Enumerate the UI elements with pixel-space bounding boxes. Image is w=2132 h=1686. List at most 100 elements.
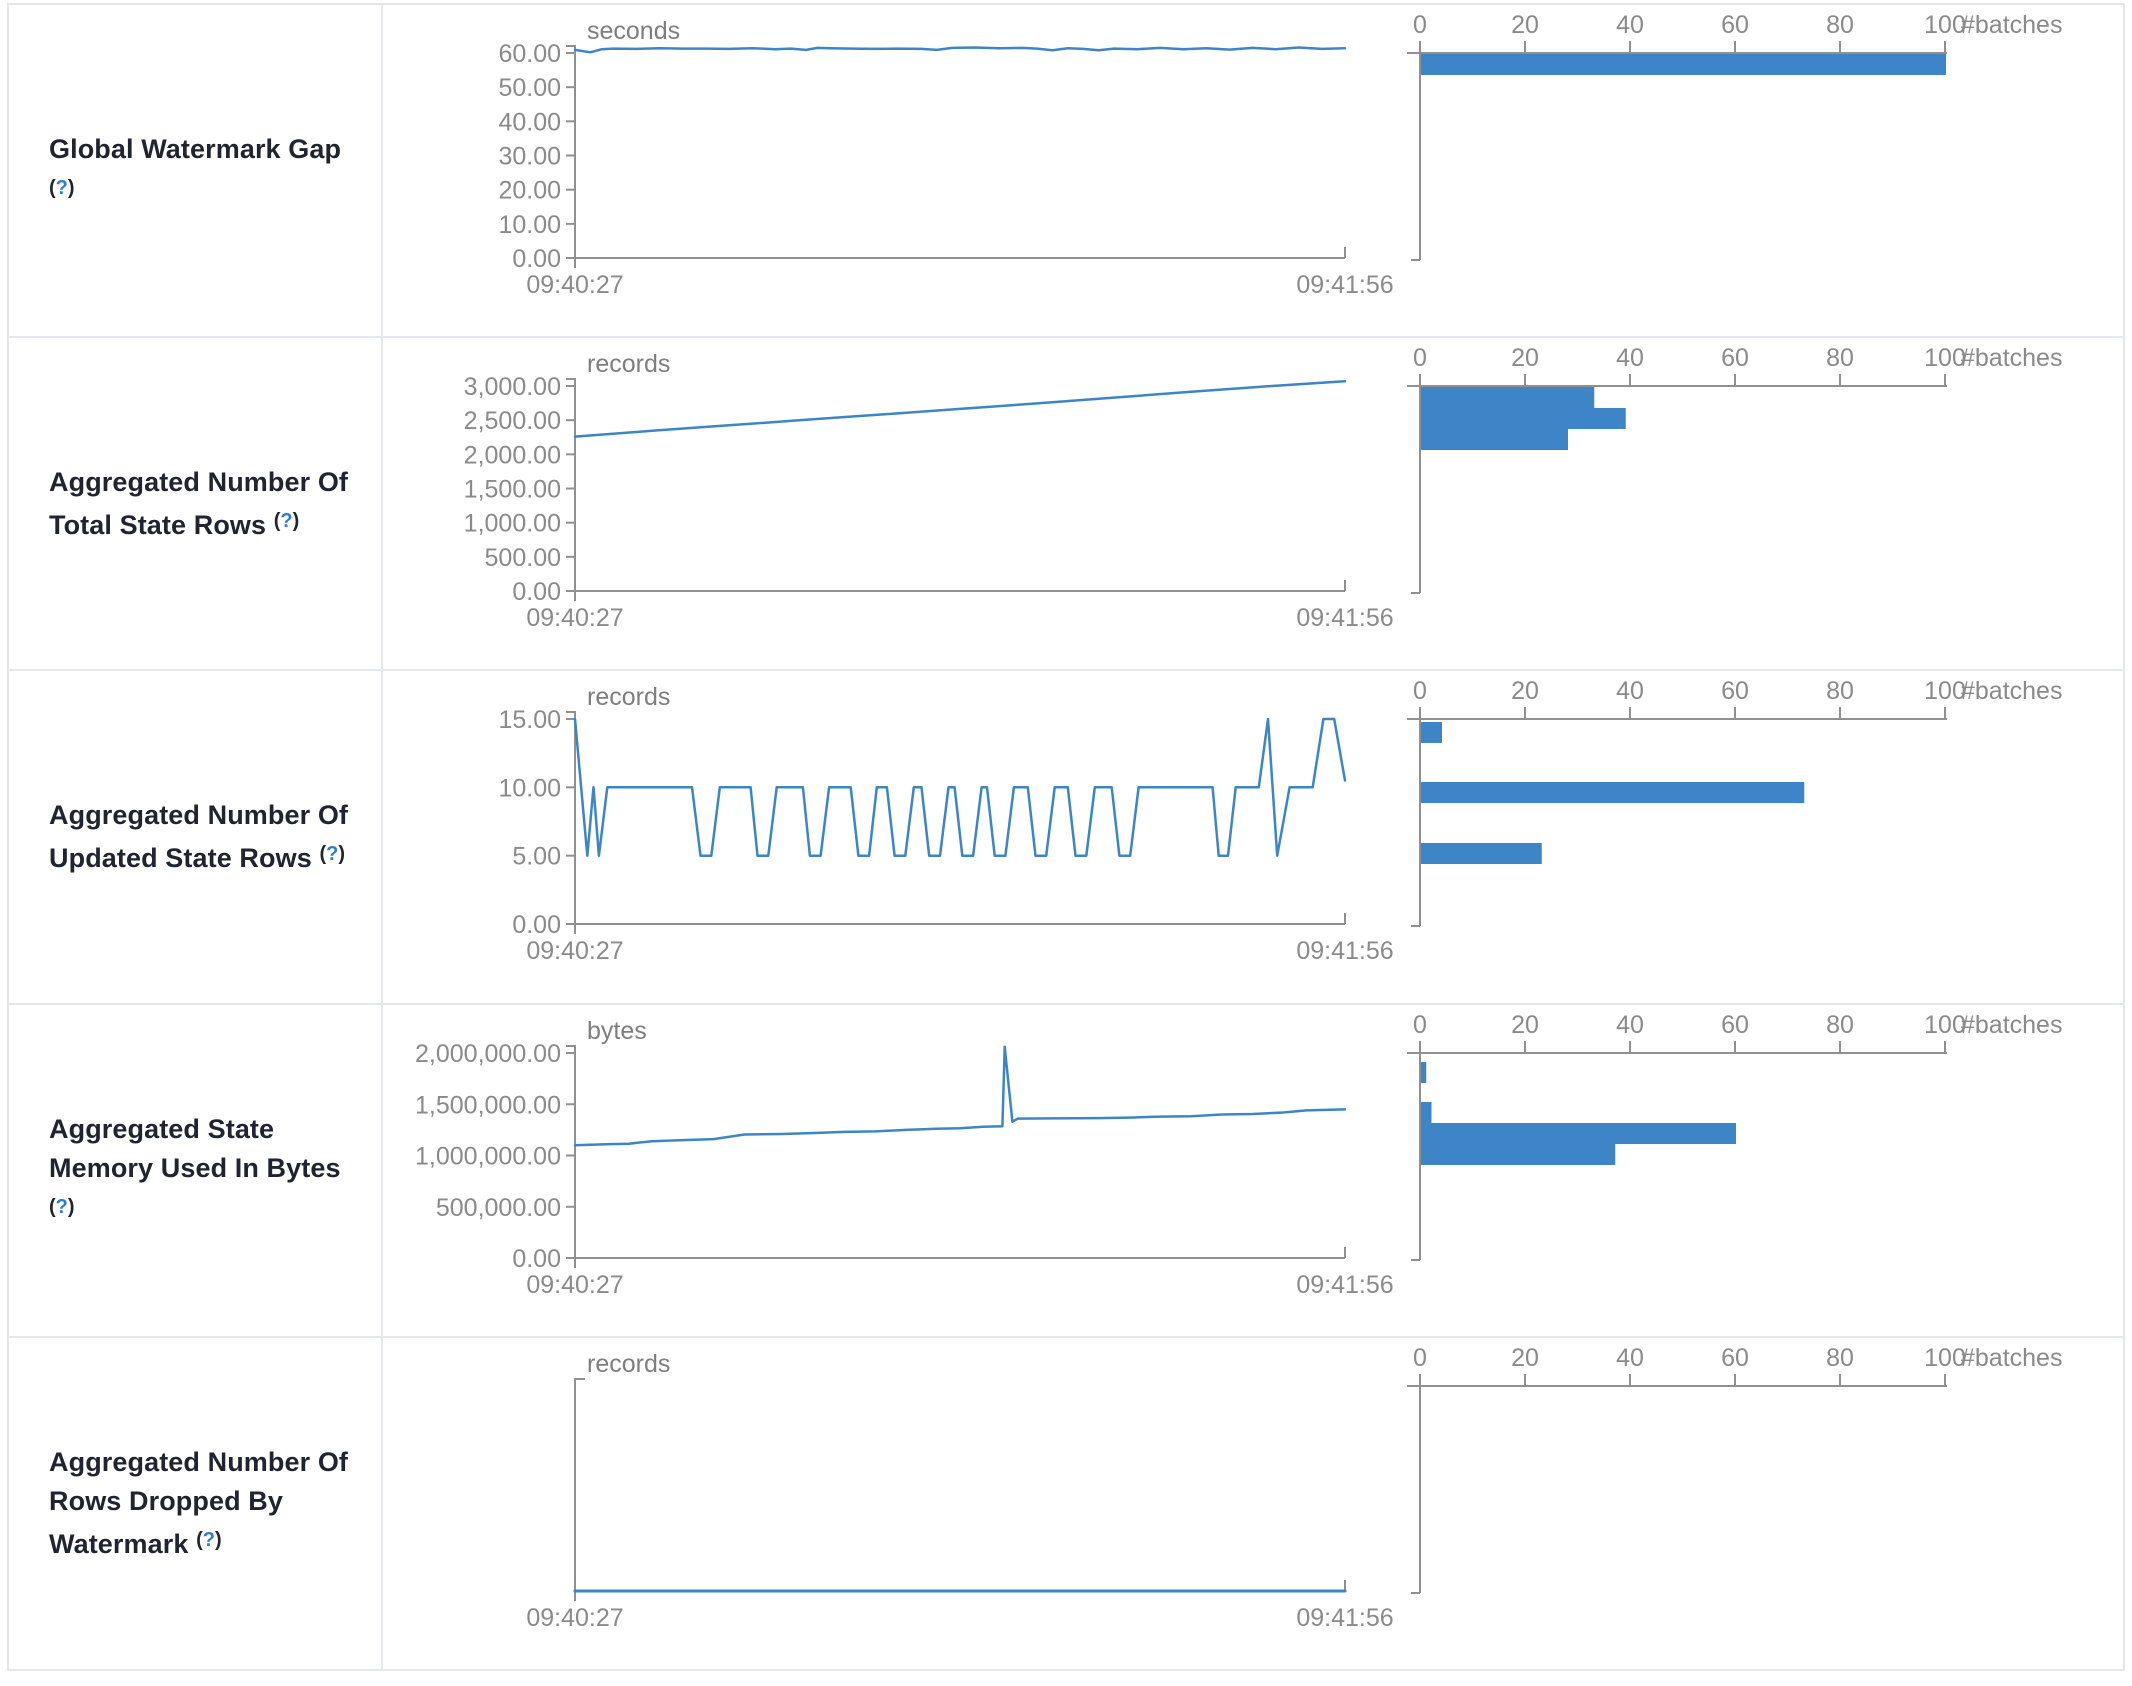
- metric-label-text: Global Watermark Gap: [49, 133, 342, 164]
- hist-tick-label: 100: [1924, 344, 1966, 372]
- y-tick-label: 0.00: [512, 911, 561, 939]
- histogram-bar[interactable]: [1421, 429, 1568, 451]
- metric-row: Aggregated Number Of Rows Dropped By Wat…: [9, 1337, 2123, 1670]
- unit-label: records: [587, 683, 670, 711]
- y-tick-label: 1,500,000.00: [415, 1091, 561, 1119]
- help-question-icon[interactable]: ?: [280, 509, 293, 532]
- y-tick-label: 0.00: [512, 578, 561, 606]
- help-link[interactable]: (?): [196, 1528, 222, 1551]
- hist-tick-label: 20: [1511, 1344, 1539, 1372]
- unit-label: seconds: [587, 17, 680, 45]
- metric-charts[interactable]: seconds 0.00 10.00 20.00 30.00 40.00 50.00 60.0…: [383, 5, 2123, 338]
- metric-charts[interactable]: records 09:40:27 09:41:56 0 20 40 60 80 100#batc…: [383, 1338, 2123, 1671]
- metric-label-text: Aggregated State Memory Used In Bytes: [49, 1113, 341, 1183]
- help-question-icon[interactable]: ?: [55, 176, 68, 199]
- metric-label-cell: Aggregated Number Of Updated State Rows …: [9, 671, 383, 1003]
- metric-label-text: Aggregated Number Of Updated State Rows: [49, 800, 349, 873]
- metric-label-cell: Global Watermark Gap (?): [9, 5, 383, 337]
- hist-tick-label: 80: [1826, 1011, 1854, 1039]
- metric-charts[interactable]: records 0.00 5.00 10.00 15.00 09:40:27 09:41:5…: [383, 671, 2123, 1004]
- histogram-bar[interactable]: [1421, 1122, 1736, 1144]
- help-question-icon[interactable]: ?: [326, 843, 339, 865]
- metric-label-text: Aggregated Number Of Total State Rows: [49, 466, 349, 540]
- hist-tick-label: 100: [1924, 11, 1966, 39]
- hist-tick-label: 60: [1721, 344, 1749, 372]
- y-tick-label: 1,000,000.00: [415, 1142, 561, 1170]
- metric-label-cell: Aggregated Number Of Total State Rows (?…: [9, 338, 383, 670]
- hist-batches-label: #batches: [1961, 11, 2062, 39]
- hist-tick-label: 20: [1511, 1011, 1539, 1039]
- hist-batches-label: #batches: [1961, 677, 2062, 705]
- hist-tick-label: 60: [1721, 1344, 1749, 1372]
- metric-charts-cell: records 0.00 5.00 10.00 15.00 09:40:27 09:41:5…: [383, 671, 2123, 1002]
- help-link[interactable]: (?): [49, 1195, 75, 1218]
- histogram-bar[interactable]: [1421, 1101, 1432, 1123]
- histogram-bar[interactable]: [1421, 843, 1542, 865]
- histogram-bar[interactable]: [1421, 1061, 1427, 1083]
- y-tick-label: 50.00: [498, 74, 561, 102]
- metrics-table: Global Watermark Gap (?) seconds 0.00 10.0…: [7, 3, 2125, 1671]
- metric-charts-cell: bytes 0.00 500,000.00 1,000,000.00 1,500,000…: [383, 1005, 2123, 1336]
- hist-tick-label: 80: [1826, 1344, 1854, 1372]
- y-tick-label: 60.00: [498, 40, 561, 68]
- hist-tick-label: 60: [1721, 1011, 1749, 1039]
- hist-batches-label: #batches: [1961, 1344, 2062, 1372]
- hist-tick-label: 100: [1924, 677, 1966, 705]
- y-tick-label: 40.00: [498, 108, 561, 136]
- metric-row: Global Watermark Gap (?) seconds 0.00 10.0…: [9, 5, 2123, 339]
- x-end-time-label: 09:41:56: [1296, 1604, 1393, 1632]
- y-tick-label: 500.00: [485, 544, 561, 572]
- metric-charts-cell: records 0.00 500.00 1,000.00 1,500.00 2,000.0…: [383, 338, 2123, 669]
- hist-tick-label: 40: [1616, 11, 1644, 39]
- y-tick-label: 1,500.00: [464, 476, 561, 504]
- y-tick-label: 500,000.00: [436, 1193, 561, 1221]
- x-end-time-label: 09:41:56: [1296, 937, 1393, 965]
- metric-label: Aggregated Number Of Total State Rows (?…: [49, 463, 348, 545]
- timeline-series[interactable]: [573, 46, 1347, 54]
- metric-charts-cell: records 09:40:27 09:41:56 0 20 40 60 80 100 #batc…: [383, 1338, 2123, 1669]
- metric-row: Aggregated Number Of Total State Rows (?…: [9, 338, 2123, 672]
- histogram-bar[interactable]: [1421, 387, 1595, 409]
- metric-label: Global Watermark Gap (?): [49, 130, 341, 212]
- metric-label: Aggregated State Memory Used In Bytes (?…: [49, 1110, 341, 1231]
- hist-tick-label: 40: [1616, 1011, 1644, 1039]
- metric-charts[interactable]: bytes 0.00 500,000.00 1,000,000.00 1,500,000…: [383, 1005, 2123, 1338]
- x-end-time-label: 09:41:56: [1296, 604, 1393, 632]
- histogram-bar[interactable]: [1421, 54, 1946, 75]
- unit-label: records: [587, 1350, 670, 1378]
- hist-batches-label: #batches: [1961, 1011, 2062, 1039]
- metric-row: Aggregated Number Of Updated State Rows …: [9, 671, 2123, 1005]
- help-question-icon[interactable]: ?: [55, 1195, 68, 1218]
- hist-tick-label: 60: [1721, 677, 1749, 705]
- x-end-time-label: 09:41:56: [1296, 271, 1393, 299]
- timeline-series[interactable]: [573, 380, 1347, 439]
- y-tick-label: 30.00: [498, 143, 561, 171]
- metric-label-text: Aggregated Number Of Rows Dropped By Wat…: [49, 1446, 349, 1559]
- hist-tick-label: 80: [1826, 344, 1854, 372]
- histogram-bar[interactable]: [1421, 408, 1626, 430]
- metric-charts[interactable]: records 0.00 500.00 1,000.00 1,500.00 2,000.0…: [383, 338, 2123, 671]
- metric-label: Aggregated Number Of Updated State Rows …: [49, 796, 348, 878]
- metric-row: Aggregated State Memory Used In Bytes (?…: [9, 1004, 2123, 1338]
- hist-tick-label: 20: [1511, 344, 1539, 372]
- y-tick-label: 5.00: [512, 843, 561, 871]
- hist-tick-label: 0: [1413, 1344, 1427, 1372]
- histogram-bar[interactable]: [1421, 722, 1442, 744]
- unit-label: records: [587, 350, 670, 378]
- metric-label: Aggregated Number Of Rows Dropped By Wat…: [49, 1443, 348, 1564]
- hist-tick-label: 40: [1616, 1344, 1644, 1372]
- help-question-icon[interactable]: ?: [202, 1528, 215, 1551]
- histogram-bar[interactable]: [1421, 1143, 1616, 1165]
- metric-charts-cell: seconds 0.00 10.00 20.00 30.00 40.00 50.00 60.0…: [383, 5, 2123, 336]
- x-end-time-label: 09:41:56: [1296, 1271, 1393, 1299]
- help-link[interactable]: (?): [273, 509, 300, 532]
- timeline-series[interactable]: [573, 1045, 1347, 1147]
- hist-tick-label: 60: [1721, 11, 1749, 39]
- help-link[interactable]: (?): [319, 843, 346, 865]
- y-tick-label: 3,000.00: [464, 373, 561, 401]
- timeline-series[interactable]: [573, 718, 1347, 858]
- histogram-bar[interactable]: [1421, 782, 1805, 804]
- help-link[interactable]: (?): [49, 176, 75, 199]
- y-tick-label: 2,500.00: [464, 407, 561, 435]
